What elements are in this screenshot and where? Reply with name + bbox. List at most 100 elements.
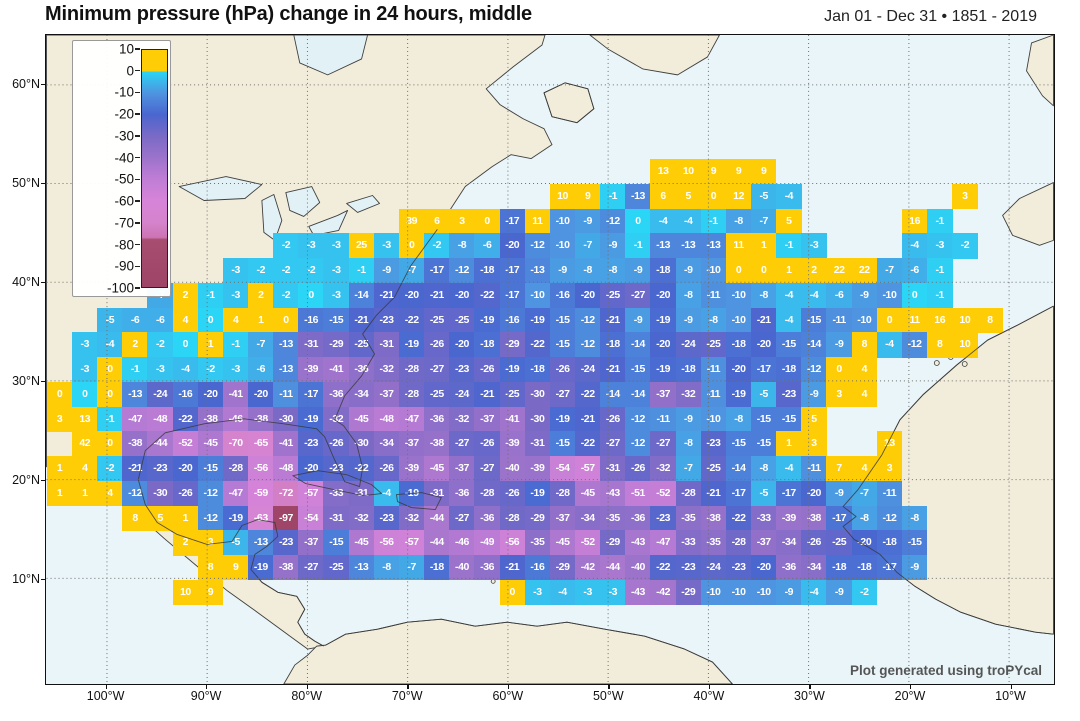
grid-cell: -20 [750, 332, 777, 358]
grid-cell: -1 [600, 183, 626, 210]
grid-cell: -8 [725, 406, 752, 432]
lon-axis-tick [105, 685, 107, 689]
grid-cell: -39 [398, 456, 425, 482]
grid-cell: -20 [750, 555, 777, 581]
grid-cell: -31 [524, 431, 551, 457]
grid-cell: -3 [524, 579, 551, 606]
grid-cell: -41 [273, 431, 299, 457]
grid-cell: 0 [474, 208, 500, 234]
grid-cell: -15 [725, 431, 752, 457]
lon-axis-tick [809, 685, 811, 689]
grid-cell: -7 [851, 480, 878, 507]
grid-cell: -32 [373, 357, 400, 383]
grid-cell: -18 [725, 332, 752, 358]
grid-cell: -18 [474, 258, 500, 284]
grid-cell: -7 [750, 208, 777, 234]
grid-cell: -38 [801, 505, 827, 531]
lat-axis-tick [41, 480, 45, 482]
grid-cell: -36 [474, 555, 500, 581]
grid-cell: -13 [248, 530, 274, 556]
grid-cell: -23 [373, 505, 400, 531]
grid-cell: -17 [725, 480, 752, 507]
grid-cell: -40 [449, 555, 475, 581]
grid-cell: -4 [801, 579, 827, 606]
grid-cell: -8 [750, 456, 777, 482]
grid-cell: -36 [625, 505, 651, 531]
grid-cell: -29 [600, 530, 626, 556]
grid-cell: 1 [197, 332, 224, 358]
grid-cell: -24 [675, 332, 702, 358]
grid-cell: -37 [549, 505, 576, 531]
lat-axis-label: 50°N [12, 176, 40, 190]
colorbar-tick-mark [135, 222, 140, 224]
grid-cell: -16 [524, 555, 551, 581]
grid-cell: -37 [373, 381, 400, 408]
grid-cell: -25 [424, 381, 450, 408]
grid-cell: -15 [323, 307, 350, 333]
grid-cell: 0 [72, 381, 98, 408]
grid-cell: -14 [725, 456, 752, 482]
colorbar-tick-mark [135, 178, 140, 181]
grid-cell: -3 [72, 357, 98, 383]
grid-cell: -11 [801, 456, 827, 482]
grid-cell: -12 [574, 307, 601, 333]
grid-cell: 12 [725, 183, 752, 210]
lake-ontario [346, 195, 380, 213]
grid-cell: -46 [449, 530, 475, 556]
grid-cell: -70 [222, 431, 249, 457]
grid-cell: 1 [46, 480, 73, 507]
grid-cell: -15 [776, 406, 802, 432]
grid-cell: -52 [650, 480, 676, 507]
grid-cell: -10 [750, 579, 777, 606]
grid-cell: 5 [801, 406, 827, 432]
lon-axis-tick [608, 685, 610, 689]
grid-cell: -38 [248, 406, 274, 432]
colorbar-tick-label: -60 [114, 193, 134, 209]
grid-cell: -25 [700, 456, 727, 482]
grid-cell: -19 [222, 505, 249, 531]
lon-axis-label: 40°W [693, 689, 725, 703]
grid-cell: -24 [449, 381, 475, 408]
grid-cell: -6 [474, 233, 500, 259]
grid-cell: -19 [524, 307, 551, 333]
grid-cell: -8 [449, 233, 475, 259]
grid-cell: 4 [97, 480, 123, 507]
grid-cell: -27 [600, 431, 626, 457]
grid-cell: -3 [222, 258, 249, 284]
grid-cell: -15 [549, 431, 576, 457]
grid-cell: -3 [147, 357, 173, 383]
grid-cell: 1 [172, 505, 199, 531]
grid-cell: -21 [499, 555, 526, 581]
grid-cell: -5 [750, 183, 777, 210]
page-title: Minimum pressure (hPa) change in 24 hour… [45, 3, 532, 25]
grid-cell: -29 [323, 332, 350, 358]
grid-cell: -18 [826, 555, 852, 581]
colorbar-tick-label: -90 [114, 258, 134, 274]
grid-cell: -49 [474, 530, 500, 556]
grid-cell: -22 [574, 381, 601, 408]
grid-cell: 0 [97, 431, 123, 457]
grid-cell: -20 [650, 282, 676, 309]
colorbar-gradient [141, 49, 168, 288]
grid-cell: -32 [675, 381, 702, 408]
grid-cell: -34 [348, 381, 375, 408]
grid-cell: -11 [650, 406, 676, 432]
grid-cell: -26 [499, 480, 526, 507]
grid-cell: -56 [373, 530, 400, 556]
grid-cell: 0 [97, 381, 123, 408]
grid-cell: -23 [776, 381, 802, 408]
grid-cell: -11 [876, 480, 903, 507]
grid-cell: -17 [499, 282, 526, 309]
grid-cell: 16 [901, 208, 928, 234]
grid-cell: 16 [926, 307, 953, 333]
grid-cell: -52 [574, 530, 601, 556]
grid-cell: -22 [172, 406, 199, 432]
grid-cell: -44 [600, 555, 626, 581]
grid-cell: 13 [876, 431, 903, 457]
grid-cell: -23 [675, 555, 702, 581]
grid-cell: -26 [625, 456, 651, 482]
grid-cell: 3 [801, 431, 827, 457]
grid-cell: -6 [826, 282, 852, 309]
grid-cell: -21 [750, 307, 777, 333]
grid-cell: -37 [650, 381, 676, 408]
